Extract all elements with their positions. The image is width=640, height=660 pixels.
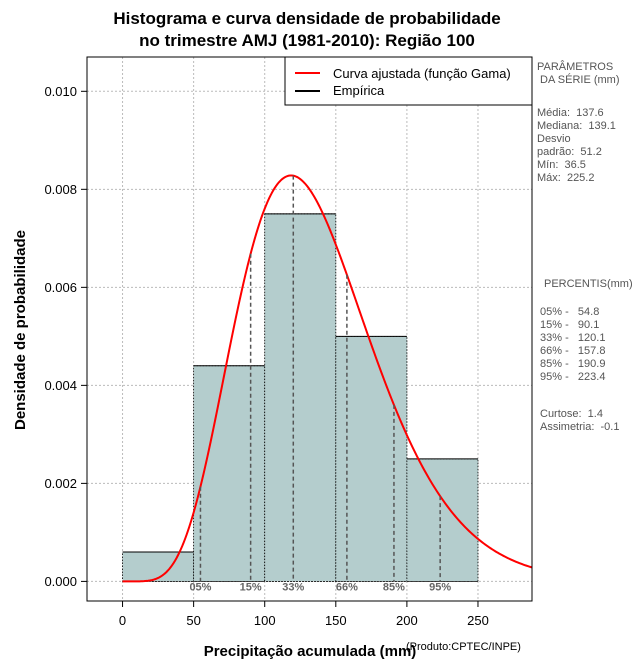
histogram-bar (406, 458, 479, 582)
x-tick-label: 50 (186, 613, 200, 628)
params-values: Média: 137.6 Mediana: 139.1 Desvio padrã… (537, 107, 616, 184)
y-tick-label: 0.006 (44, 280, 77, 295)
histogram-bar (335, 335, 408, 582)
percentile-label: 95% (429, 581, 451, 593)
y-tick-label: 0.000 (44, 574, 77, 589)
y-tick-label: 0.008 (44, 182, 77, 197)
legend-entry-curve: Curva ajustada (função Gama) (333, 66, 511, 81)
legend-box (284, 56, 533, 106)
gamma-curve (122, 174, 533, 583)
percentile-label: 66% (336, 581, 358, 593)
percentile-label: 15% (240, 581, 262, 593)
credit-label: (Produto:CPTEC/INPE) (406, 641, 521, 653)
x-tick-label: 150 (325, 613, 347, 628)
percentile-label: 85% (383, 581, 405, 593)
percentile-label: 33% (282, 581, 304, 593)
params-heading: PARÂMETROS DA SÉRIE (mm) (537, 61, 620, 86)
histogram-bar (264, 213, 337, 582)
x-axis-label: Precipitação acumulada (mm) (204, 643, 417, 660)
histogram-bar (193, 365, 266, 582)
x-tick-label: 0 (119, 613, 126, 628)
percentis-heading: PERCENTIS(mm) (544, 278, 633, 290)
histogram-bars (122, 213, 479, 582)
chart-title-line2: no trimestre AMJ (1981-2010): Região 100 (139, 31, 475, 50)
shape-stats: Curtose: 1.4 Assimetria: -0.1 (540, 408, 620, 433)
percentile-markers: 05% 15% 33% 66% 85% 95% (189, 175, 451, 593)
y-tick-label: 0.002 (44, 476, 77, 491)
y-axis-label: Densidade de probabilidade (12, 230, 29, 430)
x-tick-label: 100 (254, 613, 276, 628)
histogram-bar (122, 551, 195, 582)
percentis-values: 05% - 54.8 15% - 90.1 33% - 120.1 66% - … (540, 306, 606, 383)
legend: Curva ajustada (função Gama) Empírica (284, 56, 533, 106)
y-tick-label: 0.004 (44, 378, 77, 393)
legend-entry-empirical: Empírica (333, 83, 385, 98)
x-tick-label: 200 (396, 613, 418, 628)
y-axis-ticks: 0.000 0.002 0.004 0.006 0.008 0.010 (44, 84, 87, 589)
chart-title-line1: Histograma e curva densidade de probabil… (113, 9, 500, 28)
x-tick-label: 250 (467, 613, 489, 628)
x-axis-ticks: 0 50 100 150 200 250 (119, 601, 489, 628)
gamma-curve-line (122, 174, 533, 583)
y-tick-label: 0.010 (44, 84, 77, 99)
percentile-label: 05% (189, 581, 211, 593)
